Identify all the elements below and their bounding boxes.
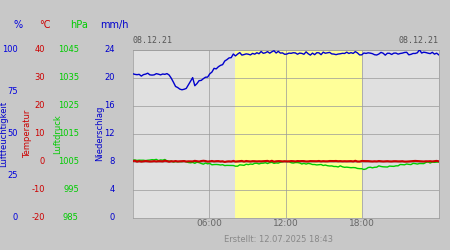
Text: Temperatur: Temperatur	[23, 110, 32, 158]
Text: 995: 995	[63, 185, 79, 194]
Text: 4: 4	[109, 185, 115, 194]
Text: Niederschlag: Niederschlag	[95, 106, 104, 162]
Text: 20: 20	[104, 74, 115, 82]
Text: 0: 0	[109, 213, 115, 222]
Text: mm/h: mm/h	[100, 20, 129, 30]
Bar	[234, 50, 362, 217]
Text: 1045: 1045	[58, 46, 79, 54]
Text: 1025: 1025	[58, 101, 79, 110]
Text: %: %	[14, 20, 22, 30]
Text: 12: 12	[104, 129, 115, 138]
Text: 30: 30	[34, 74, 45, 82]
Text: 75: 75	[7, 87, 18, 96]
Text: 20: 20	[35, 101, 45, 110]
Text: hPa: hPa	[70, 20, 88, 30]
Text: 985: 985	[63, 213, 79, 222]
Text: 1015: 1015	[58, 129, 79, 138]
Text: 08.12.21: 08.12.21	[133, 36, 173, 45]
Text: 50: 50	[8, 129, 18, 138]
Text: 40: 40	[35, 46, 45, 54]
Text: 100: 100	[2, 46, 18, 54]
Text: Luftfeuchtigkeit: Luftfeuchtigkeit	[0, 101, 8, 167]
Text: 25: 25	[8, 171, 18, 180]
Text: °C: °C	[39, 20, 51, 30]
Text: Luftdruck: Luftdruck	[53, 114, 62, 154]
Text: 0: 0	[40, 157, 45, 166]
Text: 0: 0	[13, 213, 18, 222]
Text: 1005: 1005	[58, 157, 79, 166]
Text: -10: -10	[32, 185, 45, 194]
Text: 8: 8	[109, 157, 115, 166]
Text: -20: -20	[32, 213, 45, 222]
Text: 16: 16	[104, 101, 115, 110]
Text: 24: 24	[104, 46, 115, 54]
Text: 08.12.21: 08.12.21	[399, 36, 439, 45]
Text: 1035: 1035	[58, 74, 79, 82]
Text: 10: 10	[35, 129, 45, 138]
Text: Erstellt: 12.07.2025 18:43: Erstellt: 12.07.2025 18:43	[225, 236, 333, 244]
